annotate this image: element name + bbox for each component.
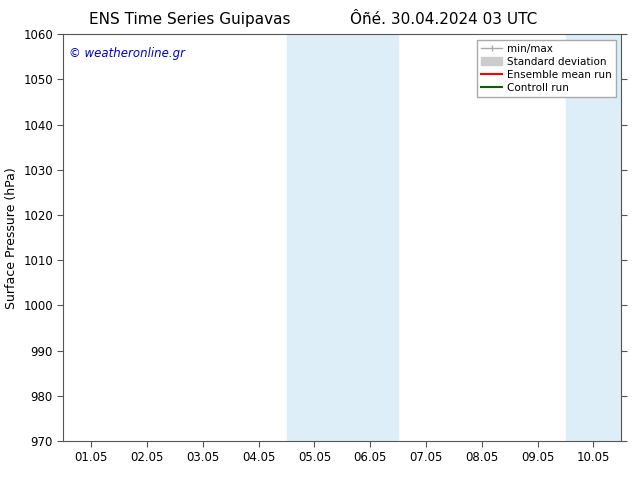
Text: © weatheronline.gr: © weatheronline.gr xyxy=(69,47,185,59)
Legend: min/max, Standard deviation, Ensemble mean run, Controll run: min/max, Standard deviation, Ensemble me… xyxy=(477,40,616,97)
Text: ENS Time Series Guipavas: ENS Time Series Guipavas xyxy=(89,12,291,27)
Y-axis label: Surface Pressure (hPa): Surface Pressure (hPa) xyxy=(4,167,18,309)
Bar xyxy=(287,34,398,441)
Bar xyxy=(566,34,621,441)
Text: Ôñé. 30.04.2024 03 UTC: Ôñé. 30.04.2024 03 UTC xyxy=(350,12,538,27)
